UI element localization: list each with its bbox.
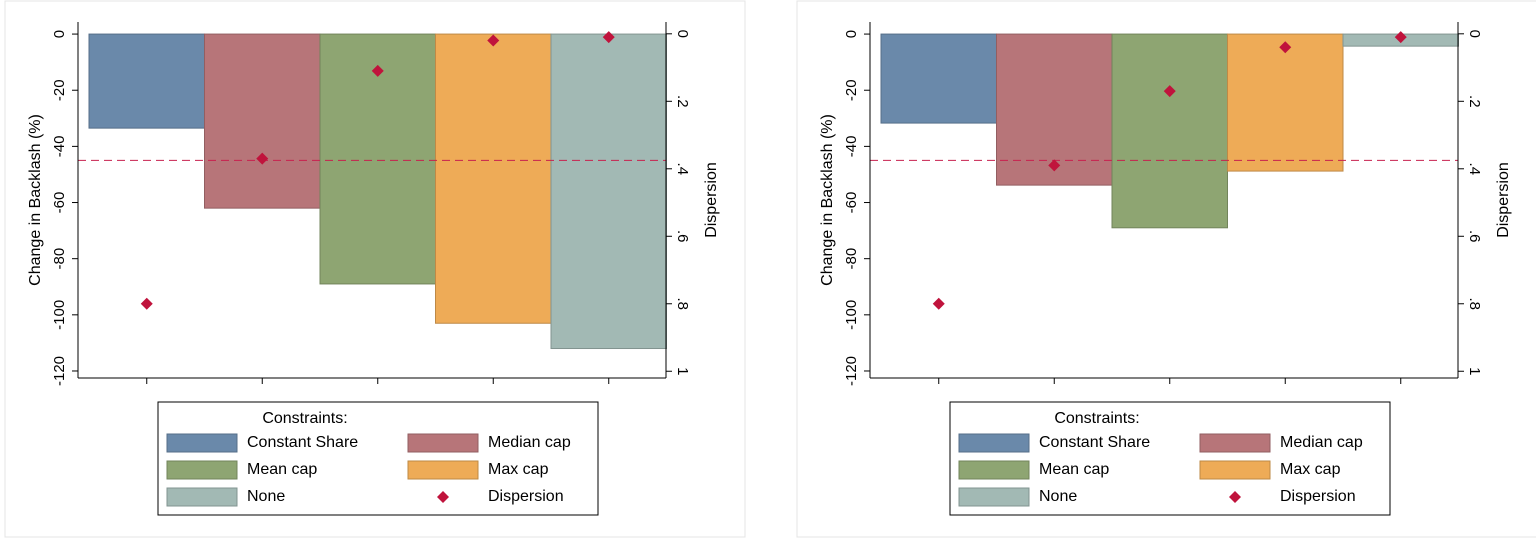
legend-swatch [958,460,1030,480]
y-tick-label: 0 [51,30,68,38]
legend-label: Max cap [1280,461,1341,478]
y-tick-label: -40 [843,136,860,158]
legend-swatch [407,433,479,453]
y2-tick-label: .4 [1466,163,1483,176]
legend-label: None [1039,488,1077,505]
dispersion-marker [932,297,945,310]
bar [550,33,667,350]
bar [1227,33,1344,172]
y2-tick-label: .8 [1466,298,1483,311]
legend-label: Dispersion [1280,488,1356,505]
legend-swatch [407,460,479,480]
legend-label: Max cap [488,461,549,478]
y2-tick-label: .2 [674,95,691,108]
y-tick-label: -100 [843,300,860,330]
y2-tick-label: .4 [674,163,691,176]
legend-swatch [166,433,238,453]
legend-swatch [166,460,238,480]
dispersion-marker [140,297,153,310]
bar [88,33,205,129]
y-tick-label: -60 [843,192,860,214]
y2-tick-label: .6 [674,230,691,243]
dispersion-marker [1394,31,1407,44]
legend-label: Median cap [488,434,571,451]
dispersion-marker [487,34,500,47]
legend-swatch [1199,433,1271,453]
legend-label: Constant Share [247,434,358,451]
chart-panel: 0 -20 -40 -60 -80 -100 -120 0 .2 .4 .6 .8 1 Change in… [796,0,1536,538]
y-tick-label: -80 [51,248,68,270]
legend-title: Constraints: [262,410,347,427]
y-tick-label: -100 [51,300,68,330]
y2-tick-label: 0 [674,30,691,38]
legend-swatch [958,487,1030,507]
legend-swatch [958,433,1030,453]
dispersion-marker [602,31,615,44]
y-tick-label: -40 [51,136,68,158]
y2-tick-label: .6 [1466,230,1483,243]
bar [1111,33,1228,229]
legend-swatch [1199,460,1271,480]
y-tick-label: -120 [51,356,68,386]
legend-label: Constant Share [1039,434,1150,451]
dispersion-marker [256,152,269,165]
bar [880,33,997,124]
y2-tick-label: .2 [1466,95,1483,108]
legend-label: Median cap [1280,434,1363,451]
legend-marker [437,491,449,503]
y-tick-label: -20 [51,79,68,101]
panel-frame [796,0,1536,538]
y-axis-title: Change in Backlash (%) [819,114,836,286]
y2-tick-label: 0 [1466,30,1483,38]
y-tick-label: -80 [843,248,860,270]
legend-label: Mean cap [1039,461,1109,478]
y2-axis-title: Dispersion [703,162,720,238]
y-tick-label: -60 [51,192,68,214]
y2-tick-label: 1 [1466,367,1483,375]
y-tick-label: -20 [843,79,860,101]
legend-label: Mean cap [247,461,317,478]
y-axis-title: Change in Backlash (%) [27,114,44,286]
legend-label: None [247,488,285,505]
y2-tick-label: 1 [674,367,691,375]
chart-panel: 0 -20 -40 -60 -80 -100 -120 0 .2 .4 .6 .8 1 Change in… [4,0,746,538]
legend-title: Constraints: [1054,410,1139,427]
y-tick-label: -120 [843,356,860,386]
dispersion-marker [1163,85,1176,98]
legend-swatch [166,487,238,507]
dispersion-marker [371,64,384,77]
panel-frame [4,0,746,538]
y2-axis-title: Dispersion [1495,162,1512,238]
y-tick-label: 0 [843,30,860,38]
bar [435,33,552,324]
legend-label: Dispersion [488,488,564,505]
dispersion-marker [1279,41,1292,54]
y2-tick-label: .8 [674,298,691,311]
legend-marker [1229,491,1241,503]
dispersion-marker [1048,159,1061,172]
bar [204,33,321,209]
